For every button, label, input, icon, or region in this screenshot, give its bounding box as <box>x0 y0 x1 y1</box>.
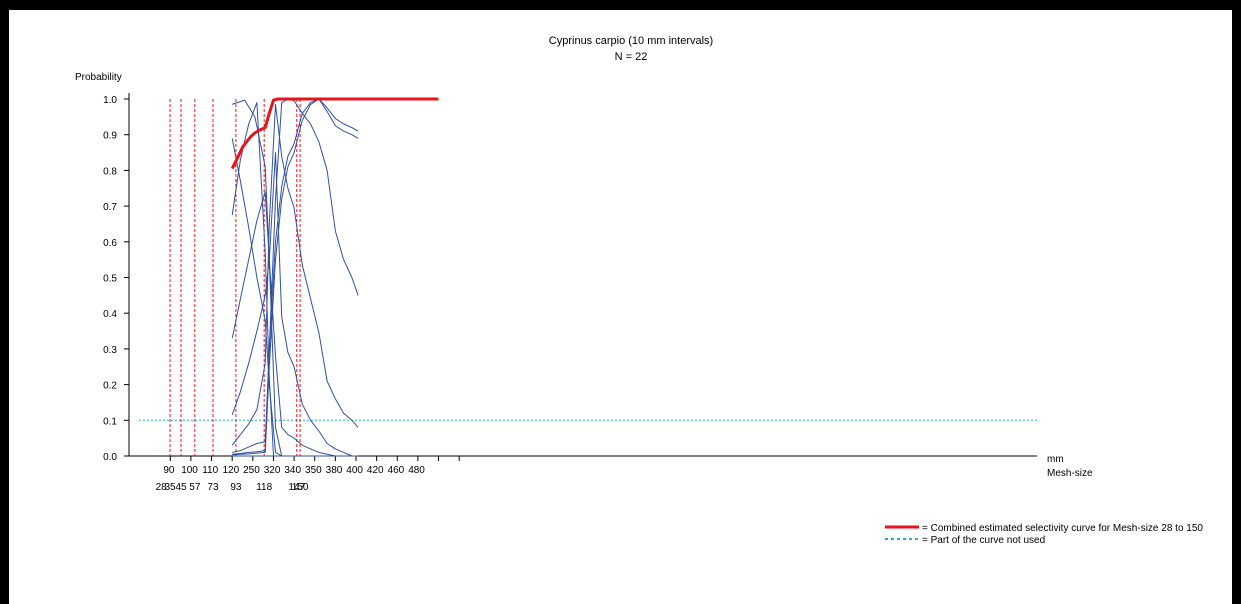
selectivity-chart: Cyprinus carpio (10 mm intervals) N = 22… <box>75 35 1203 546</box>
y-tick-label: 0.0 <box>103 452 117 463</box>
mesh-size-label-118: 118 <box>256 482 272 493</box>
y-tick-label: 0.3 <box>103 345 117 356</box>
mesh-size-label-73: 73 <box>207 482 219 493</box>
x-tick-label: 350 <box>305 465 322 476</box>
y-axis-label: Probability <box>75 72 122 83</box>
x-tick-label: 110 <box>202 465 218 476</box>
x-tick-label: 380 <box>326 465 343 476</box>
x-tick-label: 460 <box>388 465 405 476</box>
mesh-curve-8 <box>232 98 359 455</box>
mesh-curve-6 <box>231 103 359 446</box>
y-tick-label: 0.2 <box>103 381 117 392</box>
mesh-size-label-93: 93 <box>230 482 242 493</box>
x-tick-label: 320 <box>264 465 281 476</box>
series-layer <box>230 97 439 457</box>
x-tick-label: 480 <box>408 465 425 476</box>
mesh-size-label-57: 57 <box>189 482 201 493</box>
x-tick-label: 250 <box>243 465 260 476</box>
y-tick-label: 0.1 <box>103 416 117 427</box>
chart-subtitle: N = 22 <box>615 51 648 63</box>
x-tick-label: 420 <box>367 465 384 476</box>
mesh-size-label-147: 147 <box>288 482 305 493</box>
y-tick-label: 0.9 <box>103 131 117 142</box>
mesh-curve-2 <box>231 102 276 457</box>
mesh-size-label-35: 35 <box>165 482 177 493</box>
x-tick-label: 90 <box>163 465 175 476</box>
mesh-curve-7 <box>232 98 359 453</box>
mesh-curve-3 <box>231 191 359 457</box>
mesh-size-label-28: 28 <box>156 482 168 493</box>
x-tick-label: 340 <box>284 465 301 476</box>
mesh-curve-5 <box>231 152 359 457</box>
y-tick-label: 0.7 <box>103 202 117 213</box>
x-tick-label: 120 <box>222 465 239 476</box>
y-tick-label: 0.8 <box>103 166 117 177</box>
chart-title: Cyprinus carpio (10 mm intervals) <box>549 35 713 47</box>
y-tick-label: 0.5 <box>103 274 117 285</box>
grid-layer: 0.0 0.1 0.2 0.3 0.4 0.5 0.6 0.7 0.8 0.9 1.0 90 100 11… <box>103 93 1037 493</box>
legend-label-not-used: = Part of the curve not used <box>922 535 1045 546</box>
legend-label-combined: = Combined estimated selectivity curve f… <box>922 523 1203 534</box>
chart-frame: Cyprinus carpio (10 mm intervals) N = 22… <box>9 10 1232 604</box>
y-tick-label: 1.0 <box>103 95 117 106</box>
mesh-size-label: Mesh-size <box>1047 468 1093 479</box>
mesh-curve-1 <box>232 99 359 457</box>
combined-selectivity-curve <box>230 97 439 170</box>
mesh-size-label-150: 150 <box>292 482 309 493</box>
legend: = Combined estimated selectivity curve f… <box>885 523 1203 546</box>
x-tick-label: 100 <box>181 465 198 476</box>
mesh-curve-4 <box>231 138 359 457</box>
y-tick-label: 0.4 <box>103 309 117 320</box>
x-tick-label: 400 <box>346 465 363 476</box>
x-unit-label: mm <box>1047 454 1064 465</box>
y-tick-label: 0.6 <box>103 238 117 249</box>
mesh-size-label-45: 45 <box>175 482 187 493</box>
mesh-curve-9 <box>232 98 359 456</box>
